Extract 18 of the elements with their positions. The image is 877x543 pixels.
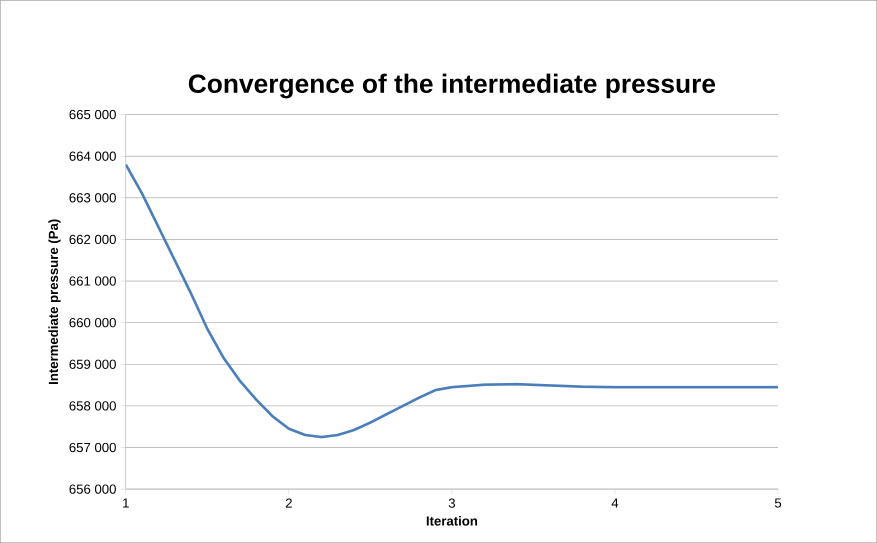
- y-tick-label: 664 000: [70, 151, 116, 161]
- y-axis-title: Intermediate pressure (Pa): [48, 219, 61, 384]
- y-tick-label: 662 000: [70, 234, 116, 244]
- y-tick-label: 658 000: [70, 401, 116, 410]
- y-tick-label: 663 000: [70, 193, 116, 202]
- x-axis-title: Iteration: [426, 516, 478, 526]
- x-tick-label: 3: [448, 498, 455, 508]
- x-tick-label: 1: [123, 498, 129, 508]
- y-tick-label: 661 000: [70, 276, 116, 286]
- y-tick-label: 657 000: [70, 442, 116, 452]
- x-tick-label: 5: [774, 498, 782, 508]
- y-tick-label: 656 000: [70, 484, 116, 494]
- y-tick-label: 665 000: [70, 110, 116, 120]
- y-tick-label: 659 000: [70, 360, 116, 369]
- y-tick-label: 660 000: [70, 318, 116, 328]
- x-tick-label: 2: [286, 498, 292, 508]
- chart-title: Convergence of the intermediate pressure: [188, 74, 716, 98]
- x-tick-label: 4: [612, 498, 618, 508]
